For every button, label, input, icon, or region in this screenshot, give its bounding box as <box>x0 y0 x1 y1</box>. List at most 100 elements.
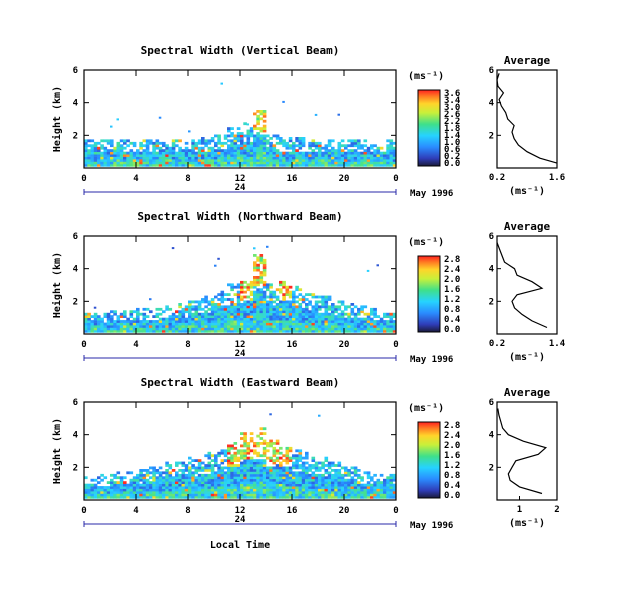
heatmap-cell <box>269 442 273 445</box>
heatmap-cell <box>262 307 267 311</box>
heatmap-cell <box>246 488 251 492</box>
heatmap-cell <box>363 139 368 143</box>
colorbar-tick-label: 1.2 <box>444 295 460 305</box>
heatmap-cell <box>220 495 225 499</box>
heatmap-cell <box>168 149 173 152</box>
heatmap-cell <box>162 481 166 484</box>
heatmap-cell <box>279 481 283 484</box>
date-label: May 1996 <box>410 521 453 531</box>
heatmap-cell <box>194 325 199 328</box>
heatmap-cell <box>171 329 176 333</box>
heatmap-cell <box>366 488 371 492</box>
average-y-tick-label: 4 <box>489 265 495 275</box>
heatmap-cell <box>262 432 267 435</box>
heatmap-cell <box>236 310 241 314</box>
heatmap-cell <box>266 305 270 309</box>
heatmap-cell <box>236 293 241 296</box>
heatmap-cell <box>259 305 264 309</box>
heatmap-cell <box>123 163 127 167</box>
heatmap-cell <box>337 473 342 477</box>
heatmap-cell <box>272 156 277 160</box>
heatmap-cell <box>249 127 254 130</box>
heatmap-cell <box>84 144 88 148</box>
heatmap-cell <box>327 295 332 299</box>
heatmap-cell <box>197 325 202 328</box>
heatmap-cell <box>191 327 195 331</box>
heatmap-cell <box>389 159 394 162</box>
heatmap-cell <box>256 442 260 445</box>
heatmap-cell <box>165 464 169 467</box>
heatmap-cell <box>145 307 150 311</box>
heatmap-cell <box>295 325 299 328</box>
heatmap-cell <box>321 473 325 477</box>
heatmap-cell <box>142 469 147 472</box>
heatmap-cell <box>314 495 319 499</box>
heatmap-cell <box>197 303 202 306</box>
heatmap-cell <box>149 310 153 314</box>
heatmap-cell <box>217 491 221 494</box>
heatmap-cell <box>194 320 199 323</box>
heatmap-cell <box>152 151 156 155</box>
heatmap-cell <box>181 486 186 489</box>
heatmap-cell <box>350 481 355 484</box>
heatmap-cell <box>275 483 280 487</box>
heatmap-cell <box>321 476 325 480</box>
heatmap-cell <box>97 488 101 492</box>
heatmap-cell <box>246 481 251 484</box>
heatmap-cell <box>110 325 114 328</box>
heatmap-cell <box>129 488 134 492</box>
heatmap-cell <box>350 493 355 497</box>
heatmap-cell <box>288 486 293 489</box>
heatmap-cell <box>360 310 364 314</box>
heatmap-cell <box>175 488 179 492</box>
heatmap-cell <box>178 320 182 323</box>
heatmap-cell <box>321 154 325 157</box>
heatmap-cell <box>171 491 176 494</box>
heatmap-cell <box>340 488 345 492</box>
heatmap-cell <box>236 137 241 140</box>
heatmap-cell <box>298 473 303 477</box>
heatmap-cell <box>344 144 348 148</box>
heatmap-cell <box>106 493 111 497</box>
heatmap-cell <box>243 478 247 482</box>
heatmap-cell <box>363 493 368 497</box>
heatmap-cell <box>149 139 153 143</box>
heatmap-cell <box>145 139 150 143</box>
heatmap-cell <box>155 486 160 489</box>
heatmap-cell <box>175 483 179 487</box>
heatmap-cell <box>272 315 277 318</box>
heatmap-cell <box>344 305 348 309</box>
heatmap-cell <box>181 471 186 475</box>
heatmap-cell <box>191 161 195 165</box>
heatmap-cell <box>90 149 95 152</box>
heatmap-cell <box>236 159 241 162</box>
heatmap-cell <box>295 473 299 477</box>
heatmap-cell <box>184 473 189 477</box>
heatmap-cell <box>204 481 208 484</box>
heatmap-cell <box>386 154 390 157</box>
heatmap-cell <box>269 327 273 331</box>
heatmap-cell <box>119 156 124 160</box>
heatmap-cell <box>301 471 306 475</box>
heatmap-cell <box>204 329 208 333</box>
heatmap-cell <box>334 163 338 167</box>
heatmap-cell <box>116 118 119 121</box>
heatmap-cell <box>259 134 264 138</box>
colorbar-tick-label: 2.4 <box>444 265 461 275</box>
heatmap-cell <box>301 139 306 143</box>
heatmap-cell <box>116 154 121 157</box>
heatmap-cell <box>373 156 377 160</box>
heatmap-cell <box>103 151 108 155</box>
heatmap-cell <box>350 151 355 155</box>
heatmap-cell <box>129 141 134 145</box>
heatmap-cell <box>308 478 312 482</box>
heatmap-cell <box>269 471 273 475</box>
heatmap-cell <box>214 459 218 462</box>
heatmap-cell <box>334 151 338 155</box>
heatmap-cell <box>311 315 316 318</box>
heatmap-cell <box>370 493 374 497</box>
heatmap-cell <box>366 486 371 489</box>
heatmap-cell <box>155 483 160 487</box>
heatmap-cell <box>139 471 143 475</box>
heatmap-cell <box>246 163 251 167</box>
